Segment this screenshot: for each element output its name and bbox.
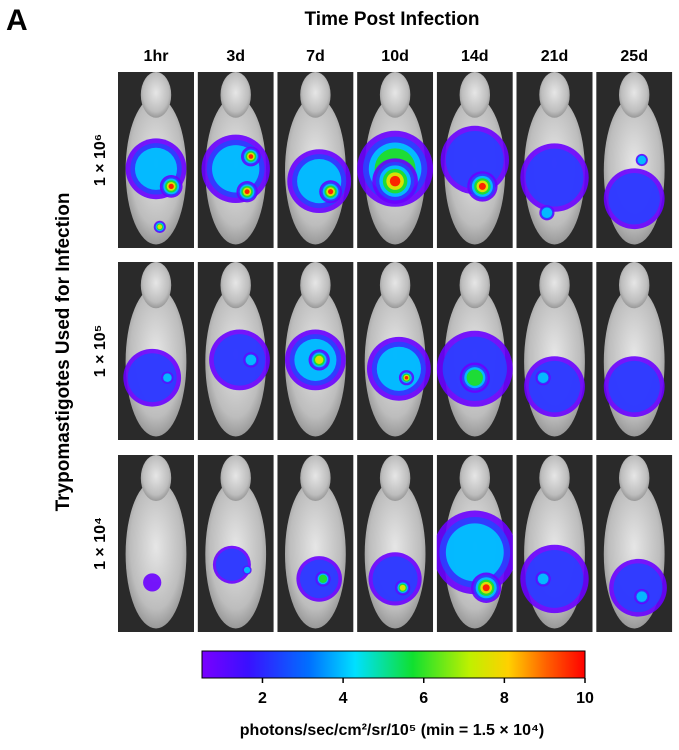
mouse-image (357, 455, 434, 632)
signal-blob (466, 369, 483, 386)
column-label: 3d (226, 48, 245, 65)
signal-blob (244, 189, 250, 195)
mouse-image (357, 72, 434, 248)
mouse-image (118, 455, 194, 632)
mouse-head (300, 262, 331, 309)
mouse-image (118, 72, 194, 248)
mouse-head (459, 455, 490, 502)
signal-blob (248, 154, 254, 159)
row-label: 1 × 10⁵ (92, 325, 109, 377)
signal-blob (143, 573, 162, 592)
signal-blob (157, 224, 163, 230)
mouse-body (285, 479, 346, 629)
mouse-image (357, 262, 434, 440)
mouse-head (140, 455, 172, 502)
mouse-image (436, 72, 513, 248)
mouse-image (197, 455, 274, 632)
signal-blob (537, 573, 549, 585)
mouse-image (277, 455, 354, 632)
colorbar-label: photons/sec/cm²/sr/10⁵ (min = 1.5 × 10⁴) (240, 722, 544, 739)
signal-blob (541, 207, 553, 219)
mouse-image (516, 72, 593, 248)
row-label: 1 × 10⁴ (92, 517, 109, 570)
signal-blob (613, 563, 663, 613)
mouse-image (118, 262, 194, 440)
column-label: 21d (541, 48, 569, 65)
signal-blob (525, 148, 584, 207)
signal-blob (213, 334, 266, 386)
mouse-head (619, 72, 650, 118)
mouse-image (516, 455, 593, 632)
signal-blob (537, 372, 549, 383)
mouse-head (300, 455, 331, 502)
signal-blob (327, 189, 334, 195)
colorbar-tick-label: 8 (500, 690, 509, 707)
signal-blob (637, 155, 647, 165)
mouse-image (197, 262, 274, 440)
colorbar-tick-label: 10 (576, 690, 594, 707)
signal-blob (215, 548, 248, 581)
mouse-head (379, 72, 411, 118)
signal-blob (528, 360, 581, 413)
mouse-head (459, 72, 490, 118)
signal-blob (245, 354, 257, 366)
mouse-body (125, 479, 187, 629)
row-label: 1 × 10⁶ (92, 134, 109, 186)
mouse-head (539, 72, 570, 118)
mouse-image (596, 262, 673, 440)
mouse-head (539, 455, 570, 502)
column-label: 25d (620, 48, 648, 65)
signal-blob (482, 584, 490, 592)
mouse-head (140, 72, 172, 118)
mouse-head (539, 262, 570, 309)
mouse-head (459, 262, 490, 309)
signal-blob (318, 574, 328, 583)
mouse-head (220, 262, 251, 309)
mouse-image (436, 455, 513, 632)
signal-blob (608, 172, 660, 225)
mouse-image (596, 72, 673, 248)
mouse-image (277, 72, 354, 248)
signal-blob (636, 591, 648, 602)
colorbar-tick-label: 2 (258, 690, 267, 707)
colorbar (201, 650, 586, 679)
title: Time Post Infection (305, 9, 480, 30)
column-label: 10d (381, 48, 409, 65)
signal-blob (315, 355, 324, 364)
signal-blob (372, 556, 418, 602)
signal-blob (525, 549, 584, 608)
mouse-head (619, 262, 650, 309)
mouse-head (379, 455, 411, 502)
signal-blob (389, 175, 401, 187)
mouse-head (140, 262, 172, 309)
row-axis-label: Trypomastigotes Used for Infection (53, 193, 74, 512)
column-label: 1hr (144, 48, 169, 65)
mouse-image (436, 262, 513, 440)
mouse-head (619, 455, 650, 502)
signal-blob (127, 353, 177, 403)
mouse-head (220, 455, 251, 502)
signal-blob (608, 360, 660, 413)
mouse-head (220, 72, 251, 118)
signal-blob (163, 373, 172, 382)
colorbar-tick-label: 6 (419, 690, 428, 707)
signal-blob (399, 584, 406, 591)
signal-blob (404, 375, 409, 380)
signal-blob (478, 182, 486, 190)
colorbar-tick-label: 4 (339, 690, 348, 707)
signal-blob (376, 346, 421, 391)
panel-label: A (6, 4, 28, 37)
signal-blob (168, 183, 174, 190)
mouse-head (300, 72, 331, 118)
mouse-head (379, 262, 411, 309)
column-label: 14d (461, 48, 489, 65)
column-label: 7d (306, 48, 325, 65)
mouse-image (516, 262, 593, 440)
mouse-image (197, 72, 274, 248)
mouse-image (277, 262, 354, 440)
signal-blob (445, 523, 504, 582)
mouse-image (596, 455, 673, 632)
signal-blob (243, 566, 251, 574)
